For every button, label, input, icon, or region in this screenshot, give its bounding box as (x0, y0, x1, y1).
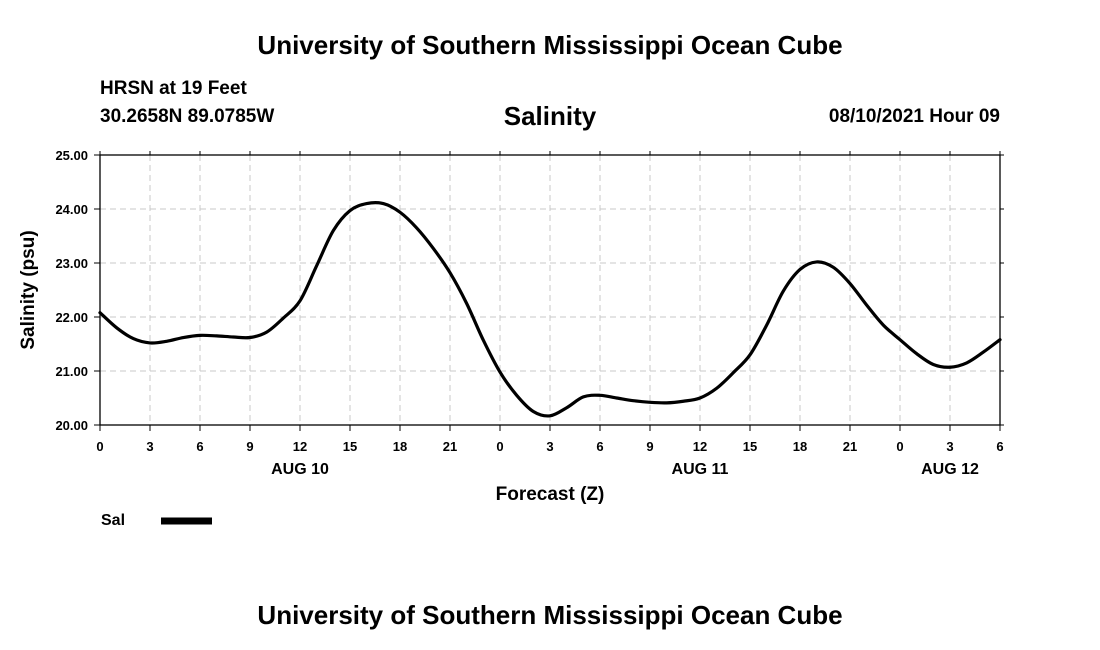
legend[interactable]: Sal (101, 512, 212, 529)
y-tick-label: 24.00 (55, 202, 88, 217)
x-tick-label: 12 (693, 439, 707, 454)
x-tick-label: 15 (743, 439, 757, 454)
station-label: HRSN at 19 Feet (100, 78, 247, 99)
footer-title: University of Southern Mississippi Ocean… (257, 600, 843, 630)
x-tick-label: 12 (293, 439, 307, 454)
x-tick-label: 21 (443, 439, 457, 454)
page-title: University of Southern Mississippi Ocean… (257, 30, 843, 60)
station-coordinates: 30.2658N 89.0785W (100, 106, 275, 127)
x-tick-label: 18 (393, 439, 407, 454)
x-tick-label: 9 (246, 439, 253, 454)
date-label: AUG 11 (672, 461, 729, 478)
x-tick-label: 6 (196, 439, 203, 454)
y-tick-label: 20.00 (55, 418, 88, 433)
legend-label-sal: Sal (101, 512, 125, 529)
x-tick-label: 0 (896, 439, 903, 454)
x-tick-label: 21 (843, 439, 857, 454)
y-tick-label: 22.00 (55, 310, 88, 325)
x-tick-label: 6 (996, 439, 1003, 454)
date-label: AUG 10 (271, 461, 329, 478)
x-axis: 0 3 6 9 12 15 18 21 0 3 6 9 12 15 18 21 0 3 6 (96, 151, 1004, 454)
y-axis-label: Salinity (psu) (18, 230, 39, 349)
y-tick-label: 23.00 (55, 256, 88, 271)
x-tick-label: 6 (596, 439, 603, 454)
x-tick-label: 3 (146, 439, 153, 454)
y-axis: 20.00 21.00 22.00 23.00 24.00 25.00 (55, 148, 1004, 433)
x-tick-label: 0 (496, 439, 503, 454)
x-tick-label: 0 (96, 439, 103, 454)
y-tick-label: 25.00 (55, 148, 88, 163)
series-line-sal (98, 201, 1002, 418)
x-tick-label: 18 (793, 439, 807, 454)
y-tick-label: 21.00 (55, 364, 88, 379)
series-lines (98, 201, 1002, 418)
x-tick-label: 15 (343, 439, 357, 454)
x-tick-label: 3 (546, 439, 553, 454)
chart-title: Salinity (503, 101, 597, 131)
x-axis-label: Forecast (Z) (496, 484, 605, 505)
date-label: AUG 12 (921, 461, 979, 478)
grid-lines (100, 155, 1000, 425)
date-labels: AUG 10 AUG 11 AUG 12 (271, 461, 979, 478)
x-tick-label: 9 (646, 439, 653, 454)
forecast-datetime: 08/10/2021 Hour 09 (828, 106, 1000, 127)
x-tick-label: 3 (946, 439, 953, 454)
